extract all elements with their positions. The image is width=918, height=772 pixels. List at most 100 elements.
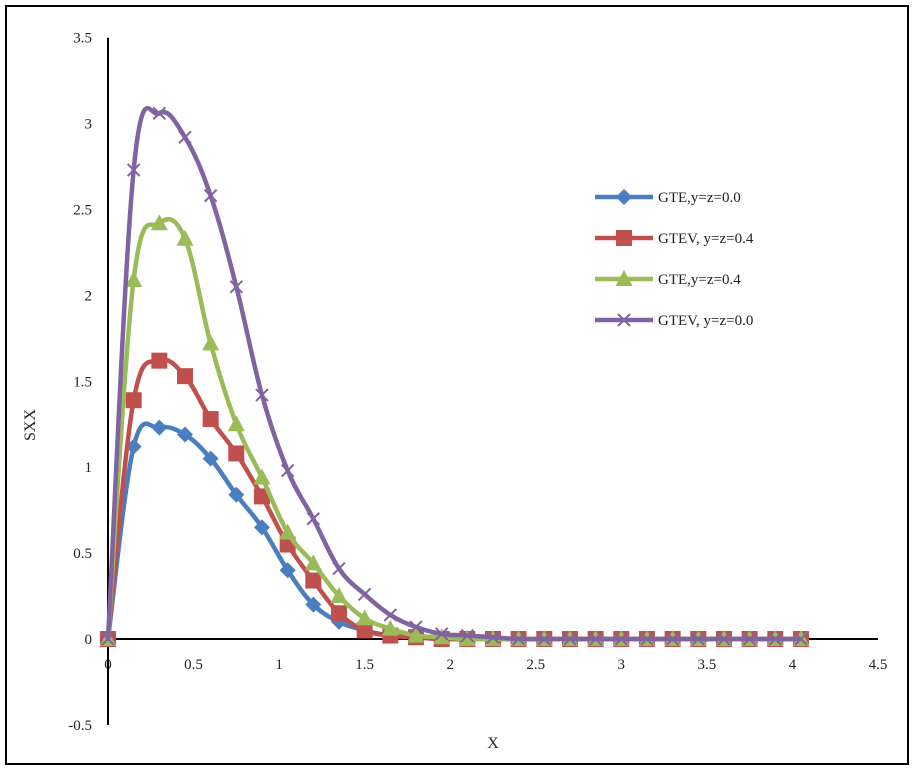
y-tick-label: 0 — [85, 632, 93, 648]
x-marker — [691, 632, 706, 646]
y-tick-label: -0.5 — [68, 718, 92, 734]
series-line — [105, 357, 801, 642]
diamond-marker — [176, 426, 193, 443]
x-marker — [101, 632, 115, 646]
x-marker — [460, 628, 475, 643]
legend-label: GTEV, y=z=0.4 — [658, 231, 754, 247]
x-axis-title: X — [487, 735, 499, 752]
triangle-marker — [279, 523, 297, 540]
x-marker — [717, 632, 731, 646]
x-marker — [306, 512, 321, 526]
diamond-marker — [305, 596, 322, 613]
legend-item: GTE,y=z=0.4 — [595, 270, 741, 288]
x-marker — [409, 620, 423, 634]
square-marker — [356, 622, 373, 639]
y-tick-label: 1.5 — [73, 374, 92, 390]
diamond-marker — [616, 189, 632, 205]
x-tick-label: 2 — [446, 657, 454, 673]
series-1 — [100, 419, 809, 647]
x-marker — [563, 632, 577, 646]
triangle-marker — [150, 214, 168, 231]
x-marker — [511, 632, 526, 646]
triangle-marker — [458, 630, 476, 646]
triangle-marker — [330, 587, 348, 604]
triangle-marker — [253, 468, 271, 485]
x-marker — [178, 130, 192, 145]
triangle-marker — [356, 609, 374, 626]
triangle-marker — [381, 619, 399, 636]
legend-item: GTEV, y=z=0.4 — [595, 230, 754, 247]
series-layer — [99, 105, 810, 647]
x-marker — [768, 632, 782, 646]
x-marker — [126, 163, 141, 177]
legend-item: GTEV, y=z=0.0 — [595, 313, 753, 329]
x-marker — [614, 632, 629, 646]
x-marker — [434, 627, 449, 641]
x-tick-label: 0.5 — [184, 657, 203, 673]
x-marker — [152, 106, 167, 120]
x-marker — [255, 388, 269, 402]
x-tick-label: 2.5 — [526, 657, 545, 673]
triangle-marker — [407, 626, 425, 643]
y-tick-label: 0.5 — [73, 546, 92, 562]
series-4 — [101, 105, 808, 646]
y-tick-label: 3 — [85, 117, 93, 133]
x-marker — [229, 280, 244, 294]
y-tick-label: 2 — [85, 288, 93, 304]
square-marker — [228, 445, 245, 462]
square-marker — [253, 488, 270, 505]
x-marker — [640, 632, 654, 646]
x-marker — [537, 632, 552, 646]
legend-label: GTE,y=z=0.4 — [658, 272, 741, 288]
square-marker — [125, 392, 142, 409]
diamond-marker — [279, 562, 296, 579]
triangle-marker — [125, 270, 143, 287]
triangle-marker — [433, 628, 451, 645]
x-marker — [794, 632, 808, 646]
diamond-marker — [253, 519, 270, 536]
triangle-marker — [227, 415, 245, 432]
x-marker — [617, 313, 631, 327]
x-marker — [357, 587, 372, 602]
y-tick-label: 1 — [85, 460, 93, 476]
y-axis-title: SXX — [22, 409, 39, 441]
x-marker — [588, 632, 603, 646]
x-tick-label: 3 — [618, 657, 626, 673]
diamond-marker — [151, 419, 168, 436]
x-tick-label: 0 — [104, 657, 112, 673]
x-tick-label: 1 — [275, 657, 283, 673]
y-tick-label: 3.5 — [73, 31, 92, 47]
x-marker — [665, 632, 680, 646]
square-marker — [151, 352, 168, 369]
x-marker — [383, 608, 398, 622]
x-tick-label: 1.5 — [355, 657, 374, 673]
square-marker — [616, 230, 632, 246]
square-marker — [305, 572, 322, 589]
x-marker — [486, 630, 500, 644]
diamond-marker — [228, 486, 245, 503]
diamond-marker — [202, 450, 219, 467]
x-tick-label: 4.5 — [869, 657, 888, 673]
square-marker — [202, 411, 219, 428]
y-tick-label: 2.5 — [73, 203, 92, 219]
triangle-marker — [176, 229, 194, 246]
triangle-marker — [304, 554, 322, 571]
square-marker — [330, 605, 347, 622]
series-2 — [100, 352, 809, 647]
legend-label: GTEV, y=z=0.0 — [658, 313, 753, 329]
x-tick-label: 4 — [789, 657, 797, 673]
legend: GTE,y=z=0.0 GTEV, y=z=0.4 GTE,y=z=0.4 GTEV,… — [595, 189, 754, 329]
x-marker — [742, 632, 757, 646]
diamond-marker — [125, 438, 142, 455]
series-line — [105, 105, 801, 642]
triangle-marker — [202, 334, 220, 351]
triangle-marker — [615, 270, 633, 286]
legend-label: GTE,y=z=0.0 — [658, 190, 741, 206]
legend-item: GTE,y=z=0.0 — [595, 189, 741, 206]
x-marker — [332, 561, 346, 576]
x-marker — [203, 189, 218, 203]
square-marker — [176, 368, 193, 385]
x-tick-label: 3.5 — [697, 657, 716, 673]
x-marker — [280, 463, 295, 478]
